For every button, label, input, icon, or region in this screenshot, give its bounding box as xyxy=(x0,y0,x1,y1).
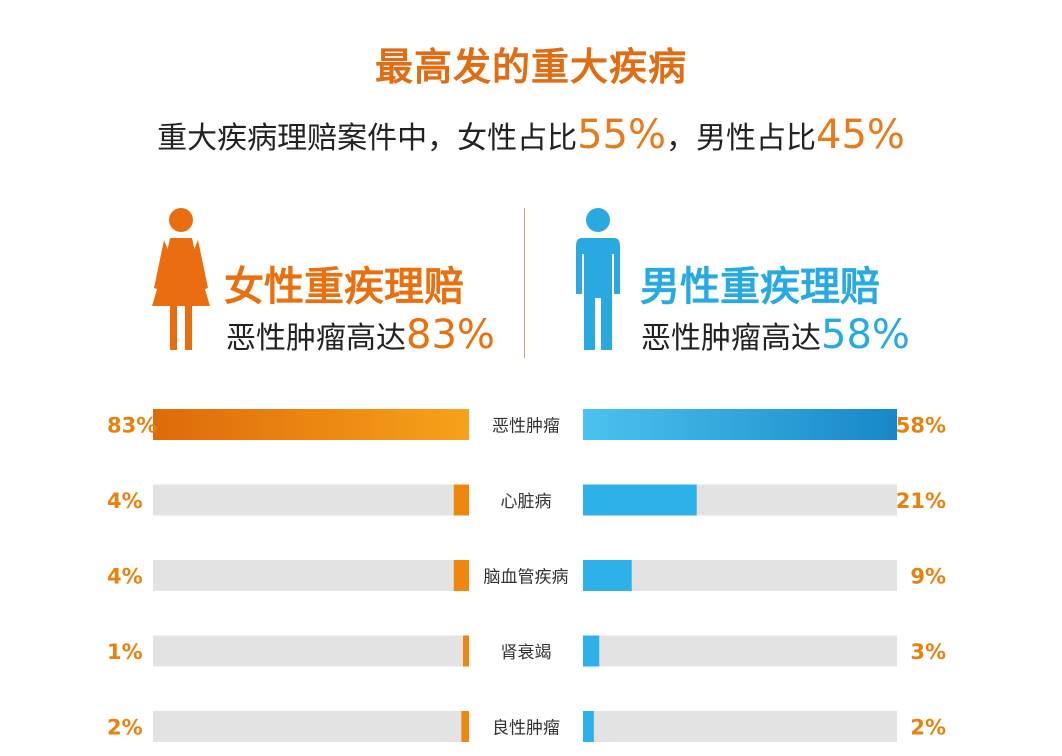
female-track xyxy=(153,635,469,667)
category-label: 肾衰竭 xyxy=(501,643,552,663)
female-value-label: 2% xyxy=(107,716,143,740)
subtitle-prefix: 重大疾病理赔案件中，女性占比 xyxy=(157,121,578,156)
female-bar xyxy=(461,711,469,742)
female-panel-subtitle: 恶性肿瘤高达83% xyxy=(226,312,495,358)
male-track xyxy=(583,560,897,591)
female-value-label: 1% xyxy=(107,640,143,664)
female-bar xyxy=(453,560,469,591)
male-sub-prefix: 恶性肿瘤高达 xyxy=(641,321,821,356)
chart-subtitle: 重大疾病理赔案件中，女性占比55%，男性占比45% xyxy=(0,112,1062,158)
category-label: 心脏病 xyxy=(501,492,552,512)
male-track xyxy=(583,635,897,667)
man-figure-icon xyxy=(576,208,620,350)
male-value-label: 21% xyxy=(896,489,946,513)
male-track xyxy=(583,711,897,742)
male-value-label: 9% xyxy=(910,565,946,589)
male-bar xyxy=(583,484,697,516)
male-panel-subtitle: 恶性肿瘤高达58% xyxy=(641,312,910,358)
male-bar xyxy=(583,560,632,591)
category-label: 脑血管疾病 xyxy=(484,568,569,588)
male-bar xyxy=(583,409,897,440)
female-bar xyxy=(463,635,469,667)
subtitle-mid: ，男性占比 xyxy=(666,121,816,156)
subtitle-male-pct: 45% xyxy=(816,112,905,158)
female-bar xyxy=(153,409,469,440)
female-value-label: 4% xyxy=(107,565,143,589)
female-value-label: 83% xyxy=(107,414,157,438)
male-bar xyxy=(583,635,600,667)
female-panel-heading: 女性重疾理赔 xyxy=(224,264,464,310)
female-value-label: 4% xyxy=(107,489,143,513)
woman-figure-icon xyxy=(152,208,210,350)
female-sub-value: 83% xyxy=(406,312,495,358)
female-track xyxy=(153,711,469,742)
male-value-label: 58% xyxy=(896,414,946,438)
female-bar xyxy=(453,484,469,516)
center-divider xyxy=(524,208,525,358)
category-label: 恶性肿瘤 xyxy=(492,417,560,437)
male-bar xyxy=(583,711,594,742)
female-track xyxy=(153,560,469,591)
female-sub-prefix: 恶性肿瘤高达 xyxy=(226,321,406,356)
chart-title: 最高发的重大疾病 xyxy=(374,45,687,89)
male-panel-heading: 男性重疾理赔 xyxy=(640,264,880,310)
category-label: 良性肿瘤 xyxy=(492,719,560,739)
subtitle-female-pct: 55% xyxy=(577,112,666,158)
male-sub-value: 58% xyxy=(821,312,910,358)
male-value-label: 2% xyxy=(910,716,946,740)
female-track xyxy=(153,484,469,516)
male-value-label: 3% xyxy=(910,640,946,664)
